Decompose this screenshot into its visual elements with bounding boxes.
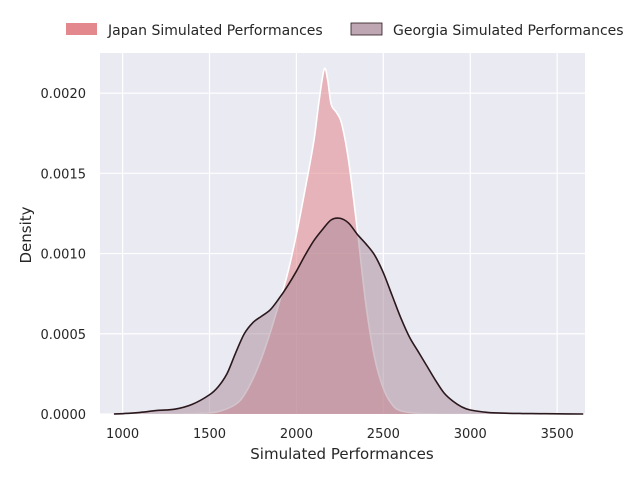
x-tick-label-0: 1000 xyxy=(106,427,139,442)
y-axis-label: Density xyxy=(17,206,35,263)
x-tick-label-1: 1500 xyxy=(193,427,226,442)
legend-label-0: Japan Simulated Performances xyxy=(107,23,323,39)
x-tick-label-5: 3500 xyxy=(541,427,574,442)
legend: Japan Simulated Performances Georgia Simu… xyxy=(66,22,624,39)
x-axis-ticks: 1000 1500 2000 2500 3000 3500 xyxy=(106,427,574,442)
x-axis-label: Simulated Performances xyxy=(250,445,434,463)
y-tick-label-3: 0.0015 xyxy=(41,167,87,182)
y-tick-label-1: 0.0005 xyxy=(41,328,87,343)
y-axis-ticks: 0.0000 0.0005 0.0010 0.0015 0.0020 xyxy=(41,87,87,423)
x-tick-label-3: 2500 xyxy=(367,427,400,442)
y-tick-label-0: 0.0000 xyxy=(41,408,87,423)
x-tick-label-4: 3000 xyxy=(454,427,487,442)
x-tick-label-2: 2000 xyxy=(280,427,313,442)
legend-swatch-0 xyxy=(66,23,97,35)
series-line-1 xyxy=(113,217,584,415)
y-tick-label-2: 0.0010 xyxy=(41,248,87,263)
legend-label-1: Georgia Simulated Performances xyxy=(393,23,624,39)
y-tick-label-4: 0.0020 xyxy=(41,87,87,102)
series-areas xyxy=(113,67,584,415)
legend-swatch-1 xyxy=(350,22,383,36)
series-area-0 xyxy=(183,68,436,414)
